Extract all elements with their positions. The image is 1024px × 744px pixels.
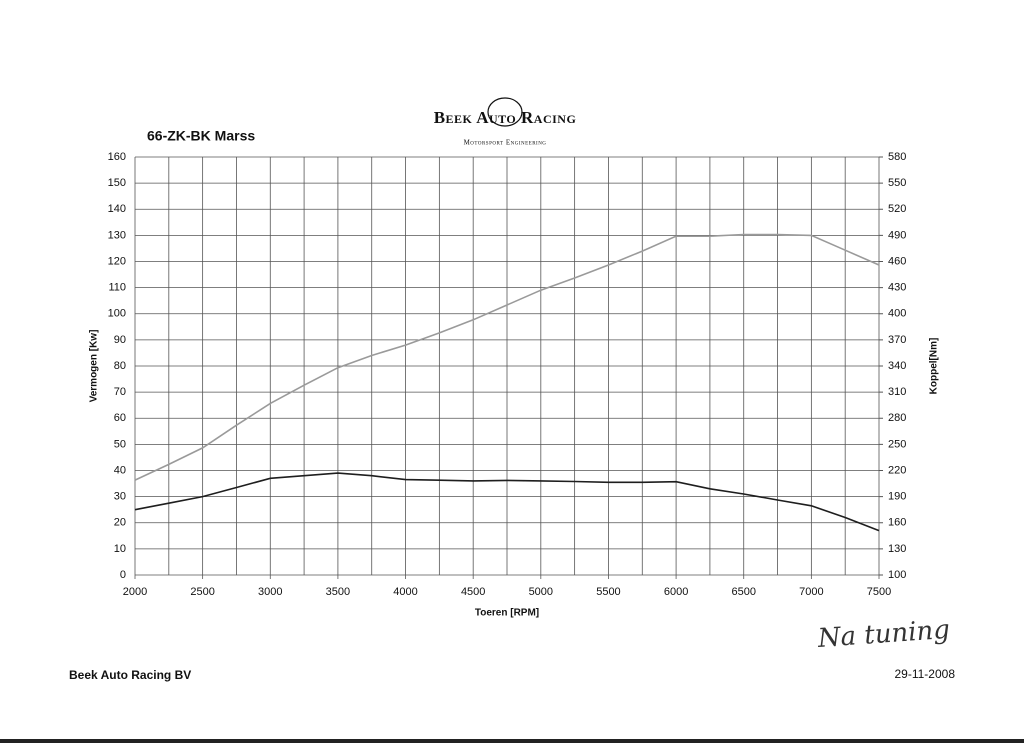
x-tick-label: 3500 [326, 586, 350, 598]
y2-tick-label: 520 [888, 203, 906, 215]
y-tick-label: 120 [108, 255, 126, 267]
y-tick-label: 70 [114, 386, 126, 398]
y-tick-label: 30 [114, 491, 126, 503]
y-tick-label: 90 [114, 334, 126, 346]
y2-tick-label: 100 [888, 569, 906, 581]
y-tick-label: 60 [114, 412, 126, 424]
y2-axis-label: Koppel[Nm] [929, 338, 940, 395]
y2-tick-label: 250 [888, 438, 906, 450]
x-tick-label: 5500 [596, 586, 620, 598]
y-tick-label: 40 [114, 464, 126, 476]
y-tick-label: 100 [108, 308, 126, 320]
y2-tick-label: 430 [888, 282, 906, 294]
x-tick-label: 2000 [123, 586, 147, 598]
y-tick-label: 130 [108, 229, 126, 241]
logo-subtitle: Motorsport Engineering [464, 139, 547, 147]
x-tick-label: 6000 [664, 586, 688, 598]
y-axis-label: Vermogen [Kw] [89, 330, 100, 403]
y2-tick-label: 460 [888, 255, 906, 267]
y2-tick-label: 190 [888, 491, 906, 503]
y2-tick-label: 370 [888, 334, 906, 346]
x-tick-label: 3000 [258, 586, 282, 598]
y2-tick-label: 220 [888, 464, 906, 476]
x-axis-label: Toeren [RPM] [475, 608, 539, 619]
y-tick-label: 50 [114, 438, 126, 450]
logo: Beek Auto Racing [434, 108, 577, 127]
y2-tick-label: 550 [888, 177, 906, 189]
y2-tick-label: 310 [888, 386, 906, 398]
y-tick-label: 80 [114, 360, 126, 372]
x-tick-label: 4500 [461, 586, 485, 598]
y2-tick-label: 400 [888, 308, 906, 320]
x-tick-label: 2500 [190, 586, 214, 598]
y-tick-label: 0 [120, 569, 126, 581]
y-tick-label: 110 [108, 282, 126, 294]
x-tick-label: 5000 [529, 586, 553, 598]
x-tick-label: 7500 [867, 586, 891, 598]
y-tick-label: 10 [114, 543, 126, 555]
y2-tick-label: 340 [888, 360, 906, 372]
footer: Beek Auto Racing BV [69, 668, 191, 682]
y-tick-label: 150 [108, 177, 126, 189]
y2-tick-label: 490 [888, 229, 906, 241]
y2-tick-label: 280 [888, 412, 906, 424]
series-line [134, 472, 880, 532]
y-tick-label: 20 [114, 517, 126, 529]
x-tick-label: 6500 [731, 586, 755, 598]
chart-title: 66-ZK-BK Marss [147, 128, 255, 144]
y2-tick-label: 580 [888, 151, 906, 163]
y2-tick-label: 130 [888, 543, 906, 555]
date: 29-11-2008 [895, 667, 956, 681]
y-tick-label: 140 [108, 203, 126, 215]
y-tick-label: 160 [108, 151, 126, 163]
y2-tick-label: 160 [888, 517, 906, 529]
logo-ring [487, 97, 523, 127]
series-line [134, 233, 880, 481]
x-tick-label: 7000 [799, 586, 823, 598]
x-tick-label: 4000 [393, 586, 417, 598]
